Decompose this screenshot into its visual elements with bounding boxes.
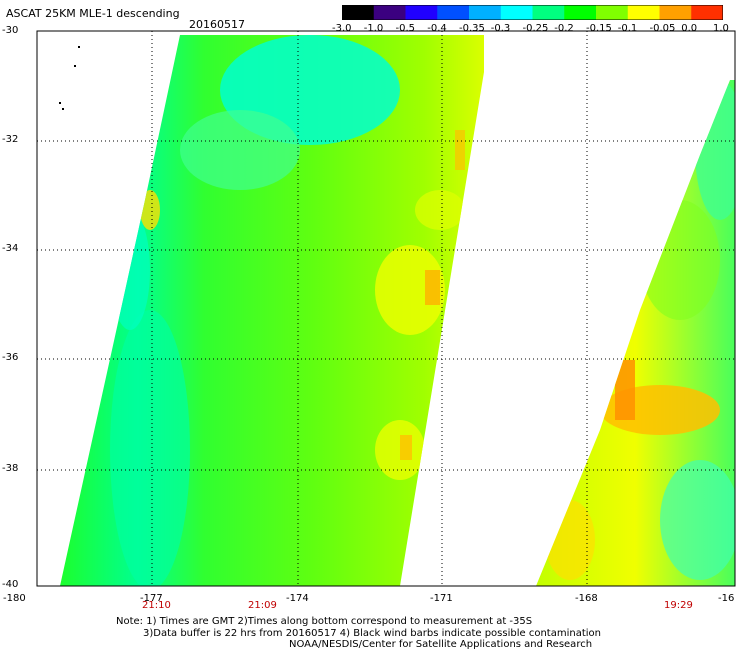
swath-left [60, 35, 484, 586]
colorbar-segment [500, 5, 533, 20]
lon-label: -168 [575, 593, 598, 604]
map-frame [36, 30, 736, 587]
colorbar-label: -0.15 [586, 23, 612, 34]
map-title: ASCAT 25KM MLE-1 descending [6, 7, 180, 20]
time-label: 19:29 [664, 600, 693, 611]
colorbar-label: -0.1 [617, 23, 638, 34]
colorbar-label: -0.3 [490, 23, 511, 34]
colorbar-segment [342, 5, 375, 20]
lon-label: -171 [430, 593, 453, 604]
colorbar-label: -0.35 [459, 23, 485, 34]
colorbar-label: -0.4 [427, 23, 447, 34]
lat-label: -30 [2, 25, 19, 36]
note-line-2: 3)Data buffer is 22 hrs from 20160517 4)… [143, 628, 601, 639]
lat-label: -34 [2, 243, 19, 254]
lon-label: -180 [3, 593, 26, 604]
colorbar-segment [373, 5, 406, 20]
lon-label: -177 [140, 593, 163, 604]
lon-label: -16 [718, 593, 735, 604]
colorbar-segment [691, 5, 723, 20]
colorbar-segment [532, 5, 565, 20]
colorbar-label: -1.0 [363, 23, 384, 34]
colorbar-label: 0.0 [681, 23, 698, 34]
swath-right [536, 80, 735, 586]
colorbar [342, 5, 723, 20]
lat-label: -32 [2, 134, 19, 145]
colorbar-segment [437, 5, 470, 20]
colorbar-label: -0.2 [554, 23, 574, 34]
lat-label: -38 [2, 463, 19, 474]
colorbar-label: -0.05 [649, 23, 676, 34]
map-date: 20160517 [189, 18, 245, 31]
note-line-1: Note: 1) Times are GMT 2)Times along bot… [116, 616, 533, 627]
note-line-3: NOAA/NESDIS/Center for Satellite Applica… [289, 639, 593, 650]
colorbar-label: -0.5 [395, 23, 416, 34]
land-dots [59, 46, 80, 110]
lon-label: -174 [286, 593, 309, 604]
colorbar-segment [659, 5, 692, 20]
graticule [37, 31, 735, 586]
colorbar-segment [564, 5, 597, 20]
time-label: 21:09 [248, 600, 277, 611]
colorbar-segment [627, 5, 660, 20]
colorbar-segment [405, 5, 438, 20]
lat-label: -40 [2, 579, 19, 590]
colorbar-label: 1.0 [713, 23, 729, 34]
colorbar-segment [596, 5, 629, 20]
colorbar-label: -0.25 [522, 23, 549, 34]
colorbar-segment [469, 5, 502, 20]
time-label: 21:10 [142, 600, 171, 611]
lat-label: -36 [2, 352, 19, 363]
colorbar-label: -3.0 [332, 23, 352, 34]
